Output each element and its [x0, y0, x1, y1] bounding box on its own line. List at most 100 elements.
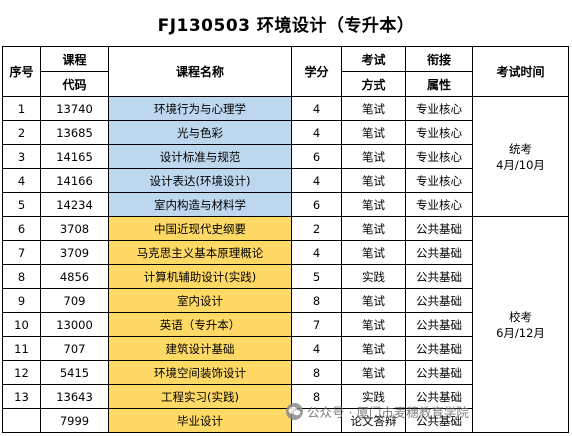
header-credit: 学分 [291, 46, 342, 97]
cell-link-attr: 公共基础 [405, 408, 473, 433]
cell-seq: 10 [2, 312, 41, 337]
cell-code: 14166 [40, 168, 109, 193]
cell-course-name: 室内设计 [108, 288, 292, 313]
cell-course-name: 室内构造与材料学 [108, 192, 292, 217]
table-row: 12 5415 环境空间装饰设计 8 笔试 公共基础 [2, 360, 569, 385]
cell-exam-mode: 笔试 [341, 288, 406, 313]
cell-code: 5415 [40, 360, 109, 385]
cell-exam-mode: 笔试 [341, 144, 406, 169]
cell-exam-mode: 笔试 [341, 96, 406, 121]
cell-course-name: 毕业设计 [108, 408, 292, 433]
cell-credit: 7 [291, 312, 342, 337]
cell-seq: 4 [2, 168, 41, 193]
cell-credit: 2 [291, 216, 342, 241]
header-course-code-line1: 课程 [40, 46, 109, 72]
cell-course-name: 环境行为与心理学 [108, 96, 292, 121]
table-row: 8 4856 计算机辅助设计(实践) 5 实践 公共基础 [2, 264, 569, 289]
cell-link-attr: 专业核心 [405, 96, 473, 121]
cell-link-attr: 公共基础 [405, 216, 473, 241]
cell-link-attr: 公共基础 [405, 264, 473, 289]
header-exam-time: 考试时间 [472, 46, 569, 97]
cell-link-attr: 专业核心 [405, 144, 473, 169]
cell-code: 14234 [40, 192, 109, 217]
cell-seq: 7 [2, 240, 41, 265]
cell-exam-mode: 笔试 [341, 168, 406, 193]
cell-credit [291, 408, 342, 433]
cell-seq: 12 [2, 360, 41, 385]
exam-time-label: 校考 [509, 309, 532, 324]
table-row: 3 14165 设计标准与规范 6 笔试 专业核心 [2, 144, 569, 169]
cell-code: 13000 [40, 312, 109, 337]
cell-code: 13685 [40, 120, 109, 145]
cell-course-name: 工程实习(实践) [108, 384, 292, 409]
header-exam-mode-line2: 方式 [341, 71, 406, 97]
exam-time-months: 6月/12月 [496, 325, 545, 340]
cell-link-attr: 公共基础 [405, 288, 473, 313]
cell-seq: 2 [2, 120, 41, 145]
cell-exam-mode: 笔试 [341, 360, 406, 385]
cell-code: 13643 [40, 384, 109, 409]
cell-code: 14165 [40, 144, 109, 169]
table-row: 5 14234 室内构造与材料学 6 笔试 专业核心 [2, 192, 569, 217]
exam-time-months: 4月/10月 [496, 157, 545, 172]
cell-seq: 11 [2, 336, 41, 361]
table-row: 1 13740 环境行为与心理学 4 笔试 专业核心 统考 4月/10月 [2, 96, 569, 217]
cell-link-attr: 公共基础 [405, 336, 473, 361]
cell-code: 13740 [40, 96, 109, 121]
page-title: FJ130503 环境设计（专升本） [157, 15, 415, 36]
header-row: 序号 课程 课程名称 学分 考试 衔接 考试时间 [2, 46, 569, 97]
cell-credit: 4 [291, 96, 342, 121]
cell-course-name: 设计标准与规范 [108, 144, 292, 169]
cell-exam-time-school: 校考 6月/12月 [472, 216, 569, 433]
cell-exam-mode: 笔试 [341, 336, 406, 361]
table-row: 9 709 室内设计 8 笔试 公共基础 [2, 288, 569, 313]
cell-link-attr: 公共基础 [405, 360, 473, 385]
cell-link-attr: 公共基础 [405, 240, 473, 265]
cell-course-name: 马克思主义基本原理概论 [108, 240, 292, 265]
cell-course-name: 建筑设计基础 [108, 336, 292, 361]
header-course-code-line2: 代码 [40, 71, 109, 97]
cell-link-attr: 专业核心 [405, 120, 473, 145]
header-link-attr-line2: 属性 [405, 71, 473, 97]
table-row: 4 14166 设计表达(环境设计) 4 笔试 专业核心 [2, 168, 569, 193]
table-row: 6 3708 中国近现代史纲要 2 笔试 公共基础 校考 6月/12月 [2, 216, 569, 433]
header-link-attr-line1: 衔接 [405, 46, 473, 72]
cell-code: 4856 [40, 264, 109, 289]
cell-seq: 5 [2, 192, 41, 217]
cell-seq: 6 [2, 216, 41, 241]
table-row: 7999 毕业设计 论文答辩 公共基础 [2, 408, 569, 433]
cell-link-attr: 公共基础 [405, 312, 473, 337]
cell-link-attr: 专业核心 [405, 192, 473, 217]
cell-credit: 6 [291, 144, 342, 169]
cell-credit: 8 [291, 288, 342, 313]
cell-exam-mode: 笔试 [341, 192, 406, 217]
table-row: 11 707 建筑设计基础 4 笔试 公共基础 [2, 336, 569, 361]
cell-seq: 1 [2, 96, 41, 121]
cell-course-name: 计算机辅助设计(实践) [108, 264, 292, 289]
cell-seq: 13 [2, 384, 41, 409]
cell-seq: 9 [2, 288, 41, 313]
cell-exam-mode: 笔试 [341, 120, 406, 145]
header-row-2: 代码 方式 属性 [3, 71, 569, 97]
cell-course-name: 光与色彩 [108, 120, 292, 145]
cell-seq [2, 408, 41, 433]
cell-credit: 8 [291, 384, 342, 409]
cell-credit: 4 [291, 120, 342, 145]
cell-seq: 3 [2, 144, 41, 169]
cell-exam-mode: 实践 [341, 264, 406, 289]
header-exam-mode-line1: 考试 [341, 46, 406, 72]
cell-exam-mode: 笔试 [341, 312, 406, 337]
cell-code: 3709 [40, 240, 109, 265]
cell-credit: 4 [291, 336, 342, 361]
cell-code: 707 [40, 336, 109, 361]
cell-code: 709 [40, 288, 109, 313]
cell-exam-mode: 实践 [341, 384, 406, 409]
cell-credit: 4 [291, 168, 342, 193]
cell-course-name: 英语（专升本） [108, 312, 292, 337]
cell-link-attr: 公共基础 [405, 384, 473, 409]
cell-exam-mode: 笔试 [341, 216, 406, 241]
exam-time-label: 统考 [509, 141, 532, 156]
cell-credit: 6 [291, 192, 342, 217]
cell-code: 7999 [40, 408, 109, 433]
